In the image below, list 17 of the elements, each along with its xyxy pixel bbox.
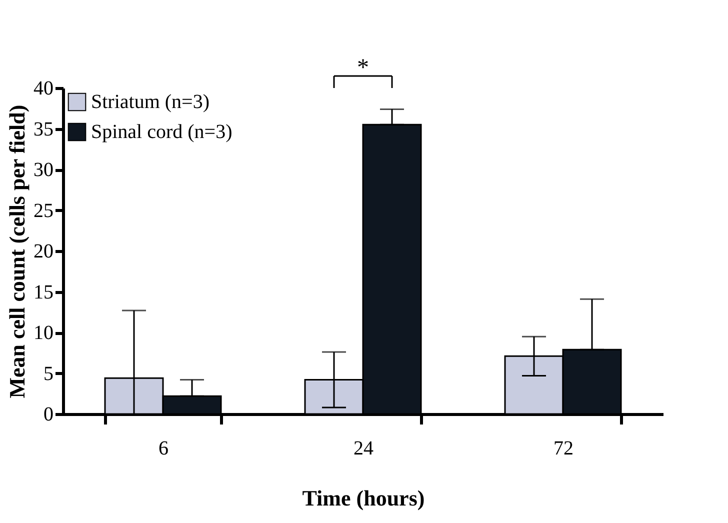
- x-axis-title: Time (hours): [302, 486, 425, 510]
- y-tick-label: 20: [34, 240, 54, 262]
- y-tick-label: 35: [34, 118, 54, 140]
- y-tick-label: 15: [34, 281, 54, 304]
- legend-label: Spinal cord (n=3): [91, 121, 232, 143]
- y-tick-label: 0: [44, 404, 54, 426]
- x-tick-label: 6: [158, 438, 168, 460]
- y-tick-label: 10: [34, 322, 54, 344]
- x-tick-label: 72: [554, 438, 574, 460]
- legend-label: Striatum (n=3): [91, 91, 210, 113]
- x-tick-label: 24: [354, 438, 374, 460]
- text: *: [357, 55, 369, 81]
- y-tick-label: 40: [34, 78, 54, 100]
- y-tick-label: 25: [34, 200, 54, 222]
- y-axis-title: Mean cell count (cells per field): [4, 104, 30, 398]
- y-tick-label: 5: [44, 362, 54, 385]
- y-tick-label: 30: [34, 159, 54, 181]
